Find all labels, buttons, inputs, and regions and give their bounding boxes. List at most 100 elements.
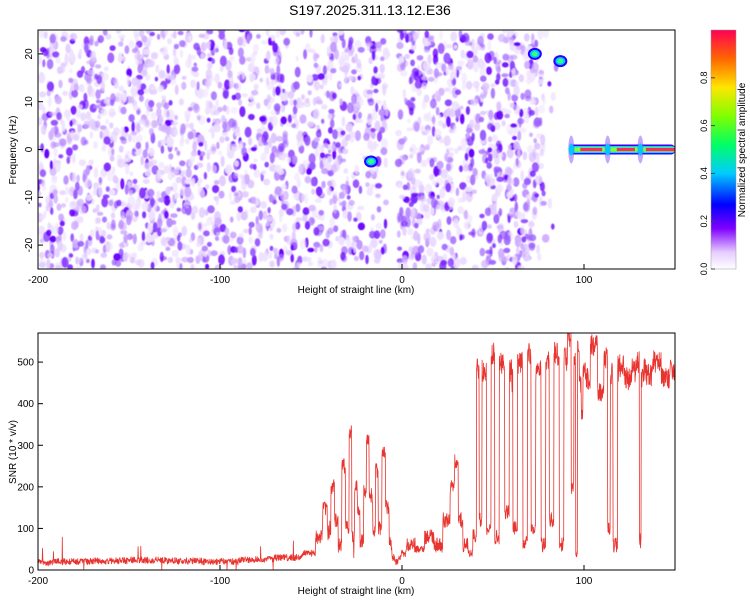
noise-speck [38,116,43,126]
noise-speck [509,207,516,214]
noise-speck [256,102,261,110]
noise-speck [198,235,205,246]
noise-speck [484,207,492,216]
noise-speck [226,142,233,153]
noise-speck [231,185,237,193]
noise-speck [236,236,244,245]
noise-speck [432,221,440,231]
noise-speck [513,104,521,115]
noise-speck [38,30,44,39]
noise-speck [227,245,232,255]
noise-speck [272,42,279,53]
noise-speck [433,165,439,177]
noise-speck [204,184,210,190]
noise-speck [321,104,328,110]
noise-speck [307,48,316,53]
noise-speck [118,85,125,92]
noise-speck [140,30,145,36]
noise-speck [400,220,408,228]
noise-speck [168,153,174,160]
noise-speck [405,207,411,219]
noise-speck [177,241,183,251]
noise-speck [133,30,139,39]
noise-speck [203,222,208,228]
noise-speck [409,153,414,159]
noise-speck [479,247,486,257]
noise-speck [69,69,73,74]
noise-speck [216,232,221,237]
noise-speck [229,56,235,61]
noise-speck [539,147,545,157]
noise-speck [478,149,486,155]
noise-speck [184,138,190,145]
noise-speck [275,30,281,38]
noise-speck [296,179,302,188]
noise-speck [503,247,511,254]
noise-speck [429,98,437,109]
noise-speck [421,75,429,81]
noise-speck [347,49,354,57]
noise-speck [154,76,159,82]
noise-speck [528,109,535,116]
noise-speck [295,203,301,213]
noise-speck [57,226,64,235]
noise-speck [275,135,283,142]
noise-speck [487,153,493,162]
noise-speck [445,67,450,76]
noise-speck [58,154,64,159]
noise-speck [263,98,269,107]
noise-speck [225,59,232,71]
noise-speck [237,74,243,80]
noise-speck [222,104,227,112]
noise-speck [228,190,233,201]
noise-speck [210,143,217,155]
noise-speck [410,194,418,204]
noise-speck [101,145,107,152]
noise-speck [225,164,233,175]
noise-speck [219,175,226,187]
noise-speck [542,95,546,105]
noise-speck [166,136,174,148]
noise-speck [250,147,257,152]
carrier-peak-segment [580,147,603,152]
noise-speck [406,127,414,132]
noise-speck [211,220,215,227]
noise-speck [336,127,343,132]
noise-speck [250,206,257,214]
noise-speck [326,187,332,196]
noise-speck [61,203,67,208]
noise-speck [414,79,423,89]
noise-speck [69,120,73,127]
noise-speck [248,221,255,228]
noise-speck [138,187,146,199]
noise-speck [513,141,520,151]
noise-speck [373,230,380,240]
noise-speck [367,139,373,150]
noise-speck [46,229,52,237]
noise-speck [308,216,315,226]
noise-speck [137,243,144,252]
noise-speck [459,182,467,190]
noise-speck [278,253,285,261]
noise-speck [150,198,156,206]
noise-speck [175,176,182,184]
noise-speck [339,65,343,71]
noise-speck [420,159,428,168]
noise-speck [291,185,298,194]
noise-speck [408,255,415,261]
noise-speck [321,118,325,124]
noise-speck [417,245,425,254]
noise-speck [370,226,374,232]
noise-speck [255,222,263,233]
noise-speck [466,127,473,134]
noise-speck [66,113,71,122]
noise-speck [301,94,305,100]
noise-speck [308,204,316,212]
noise-speck [222,234,230,244]
noise-speck [416,152,422,164]
noise-speck [150,207,157,216]
noise-speck [504,166,513,178]
noise-speck [181,225,188,237]
noise-speck [215,98,219,109]
noise-speck [49,160,54,170]
